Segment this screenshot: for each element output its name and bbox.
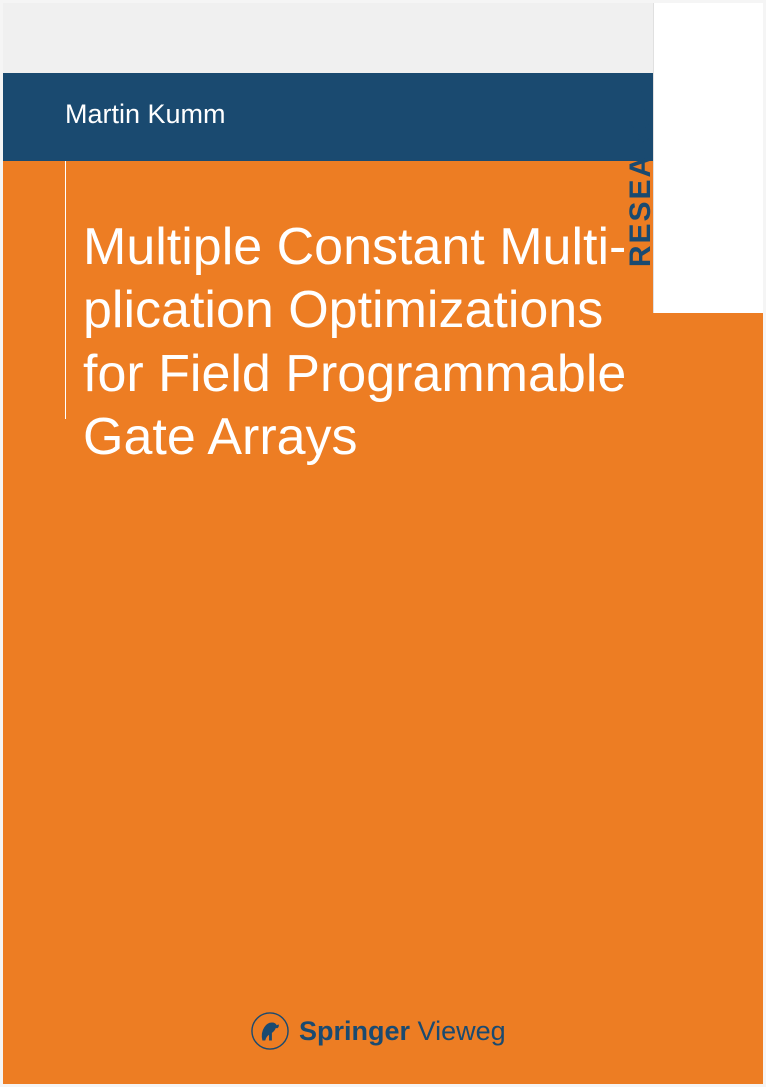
publisher-mark: Springer Vieweg <box>251 1012 506 1050</box>
series-label: RESEARCH <box>624 83 658 267</box>
title-vertical-rule <box>65 161 66 419</box>
main-color-block: Multiple Constant Multi- plication Optim… <box>3 161 763 1084</box>
series-sidebar: RESEARCH <box>653 3 763 313</box>
book-title: Multiple Constant Multi- plication Optim… <box>83 216 626 470</box>
title-line: Multiple Constant Multi- <box>83 218 626 276</box>
author-name: Martin Kumm <box>3 73 653 130</box>
publisher-name: Springer Vieweg <box>299 1016 506 1047</box>
springer-horse-icon <box>251 1012 289 1050</box>
publisher-imprint <box>410 1016 418 1046</box>
author-band: Martin Kumm <box>3 73 653 161</box>
publisher-imprint-text: Vieweg <box>418 1016 506 1046</box>
title-line: for Field Programmable <box>83 345 626 403</box>
title-line: Gate Arrays <box>83 408 358 466</box>
book-cover: Multiple Constant Multi- plication Optim… <box>3 3 763 1084</box>
publisher-brand: Springer <box>299 1016 410 1046</box>
title-line: plication Optimizations <box>83 281 603 339</box>
